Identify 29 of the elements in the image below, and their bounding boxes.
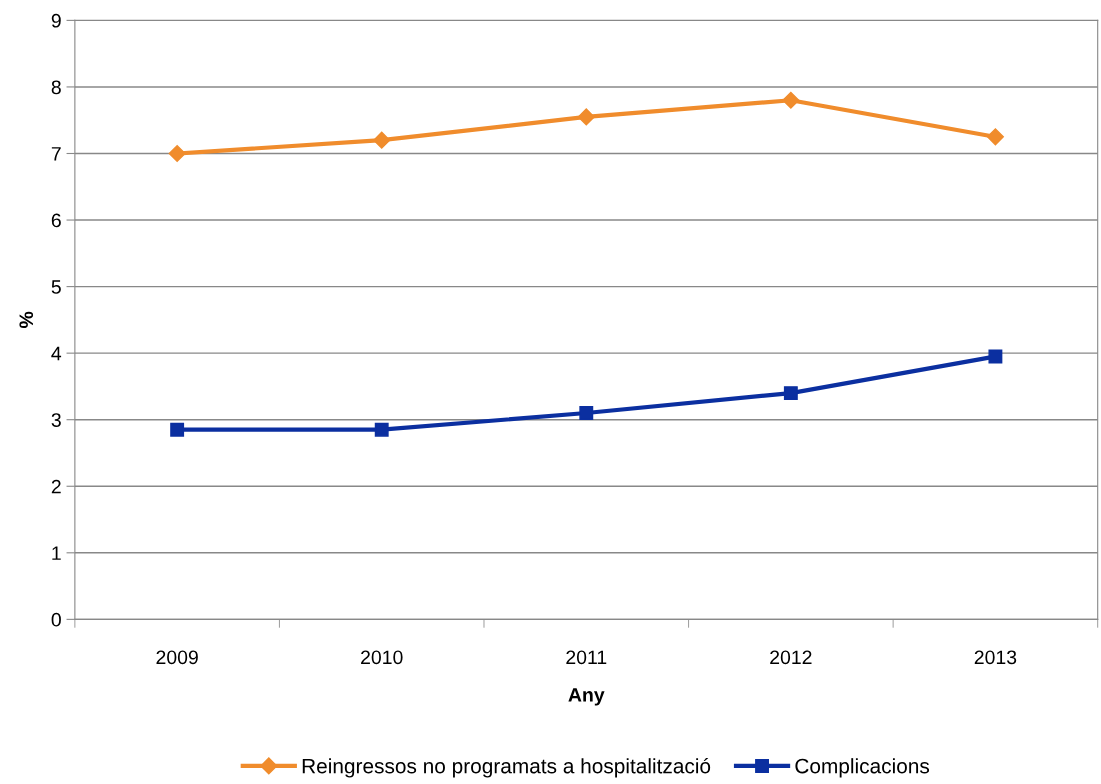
point — [988, 349, 1003, 364]
point — [168, 144, 186, 163]
y-tick-label: 1 — [52, 546, 61, 560]
point — [986, 128, 1004, 146]
y-tick-label: 5 — [51, 280, 61, 294]
x-tick-label: 2010 — [361, 650, 403, 665]
x-tick-label: 2013 — [974, 650, 1017, 665]
y-tick-label: 9 — [51, 13, 61, 28]
legend-label: Complicacions — [795, 758, 930, 778]
y-axis-title: % — [19, 311, 34, 329]
x-tick-label: 2012 — [770, 650, 812, 665]
x-axis-title: Any — [568, 688, 605, 706]
point — [782, 91, 800, 109]
x-tick-label: 2009 — [156, 650, 198, 665]
y-tick-label: 8 — [51, 80, 61, 95]
y-tick-label: 4 — [51, 346, 62, 361]
point — [577, 108, 595, 126]
y-tick-label: 7 — [51, 147, 61, 161]
point — [579, 406, 594, 420]
legend-label: Reingressos no programats a hospitalització — [302, 757, 711, 778]
x-tick-label: 2011 — [566, 650, 607, 665]
point — [170, 422, 185, 437]
point — [373, 131, 391, 149]
y-tick-label: 6 — [51, 213, 61, 228]
y-tick-label: 2 — [51, 479, 61, 494]
y-tick-label: 0 — [51, 612, 61, 627]
point — [374, 422, 389, 437]
point — [783, 386, 798, 401]
y-tick-label: 3 — [51, 413, 61, 427]
